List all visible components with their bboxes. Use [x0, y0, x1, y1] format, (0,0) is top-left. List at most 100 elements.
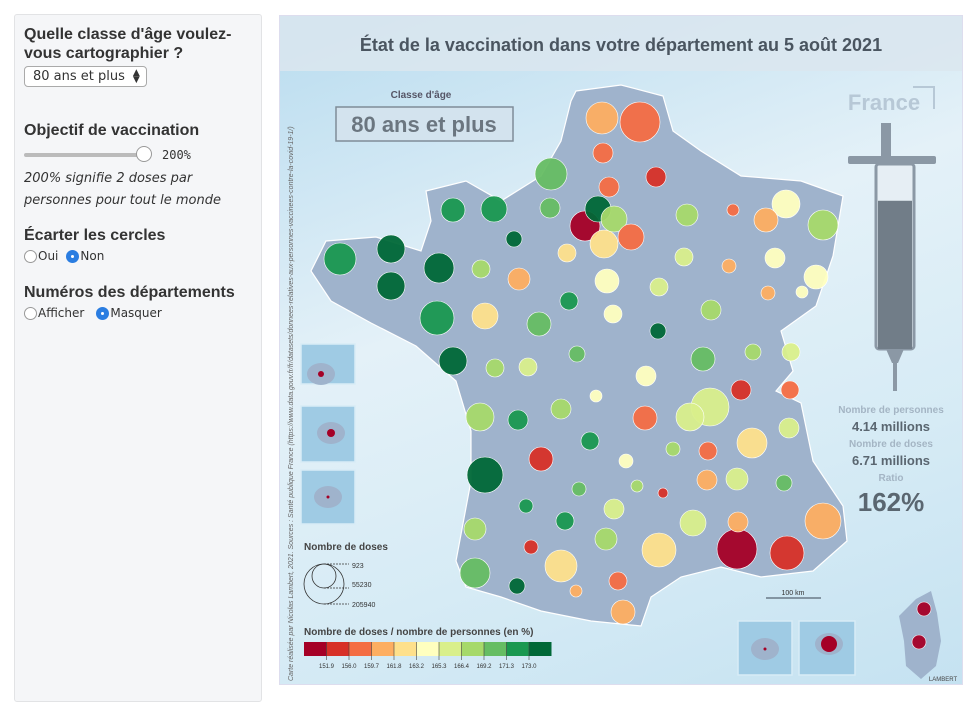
department-circle[interactable] [775, 474, 793, 492]
department-circle[interactable] [376, 234, 406, 264]
department-circle[interactable] [781, 342, 801, 362]
radio-non[interactable]: Non [66, 249, 104, 263]
department-circle[interactable] [440, 197, 466, 223]
department-circle[interactable] [534, 157, 568, 191]
department-circle[interactable] [600, 205, 628, 233]
department-circle[interactable] [716, 528, 758, 570]
department-circle[interactable] [459, 557, 491, 589]
department-circle[interactable] [555, 511, 575, 531]
department-circle[interactable] [675, 203, 699, 227]
objective-slider[interactable]: 200% [24, 146, 252, 162]
department-circle[interactable] [544, 549, 578, 583]
department-circle[interactable] [603, 304, 623, 324]
department-circle[interactable] [769, 535, 805, 571]
department-circle[interactable] [571, 481, 587, 497]
department-circle[interactable] [580, 431, 600, 451]
department-circle[interactable] [568, 345, 586, 363]
department-circle[interactable] [508, 577, 526, 595]
department-circle[interactable] [594, 268, 620, 294]
department-circle[interactable] [589, 389, 603, 403]
department-circle[interactable] [518, 498, 534, 514]
department-circle[interactable] [505, 230, 523, 248]
radio-afficher[interactable]: Afficher [24, 306, 84, 320]
department-circle[interactable] [480, 195, 508, 223]
department-circle[interactable] [419, 300, 455, 336]
department-circle[interactable] [665, 441, 681, 457]
department-circle[interactable] [619, 101, 661, 143]
department-circle[interactable] [589, 229, 619, 259]
department-circle[interactable] [559, 291, 579, 311]
department-circle[interactable] [569, 584, 583, 598]
radio-masquer[interactable]: Masquer [96, 306, 162, 320]
slider-track[interactable] [24, 146, 152, 162]
department-circle[interactable] [526, 311, 552, 337]
department-circle[interactable] [376, 271, 406, 301]
department-circle[interactable] [736, 427, 768, 459]
department-circle[interactable] [771, 189, 801, 219]
department-circle[interactable] [635, 365, 657, 387]
department-circle[interactable] [610, 599, 636, 625]
department-circle[interactable] [466, 456, 504, 494]
department-circle[interactable] [807, 209, 839, 241]
department-circle[interactable] [507, 267, 531, 291]
department-circle[interactable] [528, 446, 554, 472]
department-circle[interactable] [523, 539, 539, 555]
department-circle[interactable] [698, 441, 718, 461]
department-circle[interactable] [753, 207, 779, 233]
department-circle[interactable] [780, 380, 800, 400]
department-circle[interactable] [778, 417, 800, 439]
department-circle[interactable] [795, 285, 809, 299]
department-circle[interactable] [471, 259, 491, 279]
department-circle[interactable] [675, 402, 705, 432]
department-circle[interactable] [760, 285, 776, 301]
department-circle[interactable] [585, 101, 619, 135]
department-circle[interactable] [630, 479, 644, 493]
persons-label: Nombre de personnes [838, 405, 944, 416]
department-circle[interactable] [700, 299, 722, 321]
department-circle[interactable] [592, 142, 614, 164]
radio-oui[interactable]: Oui [24, 249, 58, 263]
department-circle[interactable] [721, 258, 737, 274]
department-circle[interactable] [550, 398, 572, 420]
department-circle[interactable] [465, 402, 495, 432]
department-circle[interactable] [649, 322, 667, 340]
department-circle[interactable] [744, 343, 762, 361]
department-circle[interactable] [764, 247, 786, 269]
size-legend-title: Nombre de doses [304, 542, 388, 553]
age-class-select[interactable]: 80 ans et plus ▲ ▼ [24, 66, 147, 87]
department-circle[interactable] [803, 264, 829, 290]
department-circle[interactable] [641, 532, 677, 568]
department-circle[interactable] [618, 453, 634, 469]
department-circle[interactable] [557, 243, 577, 263]
department-circle[interactable] [690, 346, 716, 372]
department-circle[interactable] [603, 498, 625, 520]
department-circle[interactable] [804, 502, 842, 540]
department-circle[interactable] [674, 247, 694, 267]
department-circle[interactable] [730, 379, 752, 401]
department-circle[interactable] [323, 242, 357, 276]
department-circle[interactable] [632, 405, 658, 431]
department-circle[interactable] [725, 467, 749, 491]
department-circle[interactable] [485, 358, 505, 378]
department-circle[interactable] [539, 197, 561, 219]
department-circle[interactable] [438, 346, 468, 376]
department-circle[interactable] [594, 527, 618, 551]
department-circle[interactable] [916, 601, 932, 617]
department-circle[interactable] [598, 176, 620, 198]
department-circle[interactable] [507, 409, 529, 431]
department-circle[interactable] [471, 302, 499, 330]
department-circle[interactable] [423, 252, 455, 284]
slider-thumb[interactable] [136, 146, 152, 162]
department-circle[interactable] [696, 469, 718, 491]
department-circle[interactable] [649, 277, 669, 297]
department-circle[interactable] [727, 511, 749, 533]
department-circle[interactable] [911, 634, 927, 650]
department-circle[interactable] [608, 571, 628, 591]
department-circle[interactable] [645, 166, 667, 188]
department-circle[interactable] [518, 357, 538, 377]
department-circle[interactable] [617, 223, 645, 251]
department-circle[interactable] [726, 203, 740, 217]
department-circle[interactable] [657, 487, 669, 499]
department-circle[interactable] [463, 517, 487, 541]
department-circle[interactable] [679, 509, 707, 537]
